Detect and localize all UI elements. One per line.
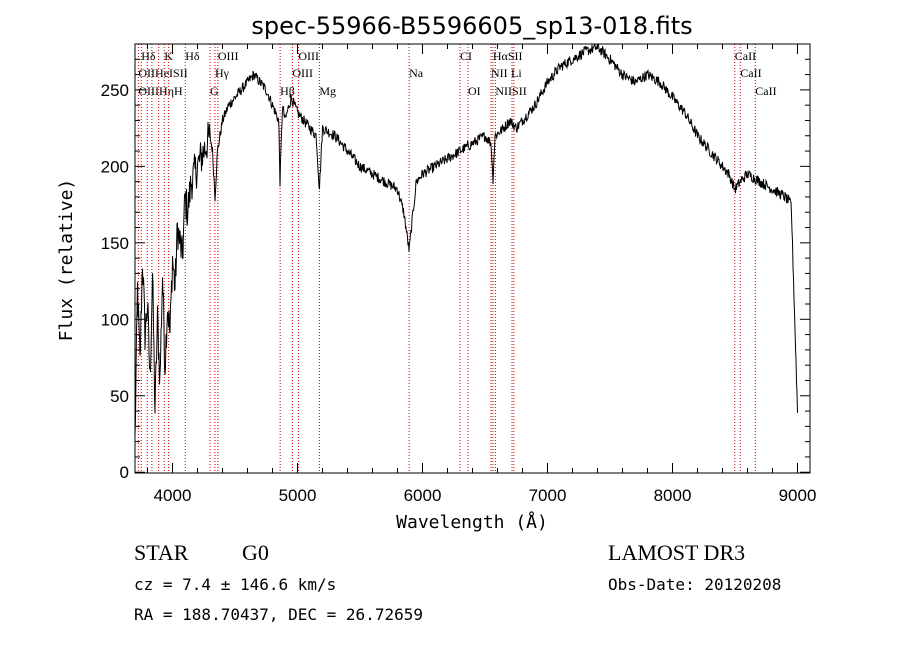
line-label: CI — [460, 49, 472, 63]
y-tick-label: 150 — [101, 234, 129, 253]
x-axis-ticks: 4000 5000 6000 7000 8000 9000 — [147, 44, 817, 505]
spectral-line-labels: Hδ K Hδ OIII OIII CI HαSII CaII OIIHeISII Hγ OIII N… — [138, 49, 776, 98]
line-label: Hγ — [215, 66, 230, 80]
line-label: Hδ — [185, 49, 200, 63]
line-label: Hδ — [141, 49, 156, 63]
line-label: NIISII — [495, 84, 526, 98]
spectral-line-markers — [137, 44, 756, 473]
line-label: Mg — [319, 84, 336, 98]
line-label: OIIIHηH — [138, 84, 183, 98]
line-label: CaII — [740, 66, 761, 80]
plot-frame — [134, 43, 811, 474]
line-label: HαSII — [493, 49, 523, 63]
x-tick-label: 5000 — [279, 486, 317, 505]
line-label: OIIHeISII — [138, 66, 187, 80]
velocity-readout: cz = 7.4 ± 146.6 km/s — [134, 575, 336, 594]
coordinates: RA = 188.70437, DEC = 26.72659 — [134, 605, 423, 624]
obs-date: Obs-Date: 20120208 — [608, 575, 781, 594]
line-label: OIII — [298, 49, 319, 63]
y-tick-label: 0 — [120, 463, 129, 482]
x-tick-label: 4000 — [154, 486, 192, 505]
line-label: Na — [409, 66, 424, 80]
line-label: NII — [491, 66, 508, 80]
y-tick-label: 100 — [101, 310, 129, 329]
x-tick-label: 6000 — [404, 486, 442, 505]
line-label: G — [210, 84, 219, 98]
y-axis-label: Flux (relative) — [56, 179, 77, 342]
y-tick-label: 250 — [101, 81, 129, 100]
x-tick-label: 9000 — [779, 486, 817, 505]
x-tick-label: 7000 — [529, 486, 567, 505]
chart-title: spec-55966-B5596605_sp13-018.fits — [251, 12, 692, 40]
line-label: CaII — [755, 84, 776, 98]
line-label: K — [164, 49, 173, 63]
y-tick-label: 50 — [110, 387, 129, 406]
line-label: CaII — [735, 49, 756, 63]
y-axis-ticks: 0 50 100 150 200 250 — [101, 58, 810, 482]
line-label: OI — [468, 84, 481, 98]
y-tick-label: 200 — [101, 157, 129, 176]
line-label: OIII — [292, 66, 313, 80]
survey-name: LAMOST DR3 — [608, 540, 745, 565]
line-label: Hβ — [280, 84, 295, 98]
line-label: OIII — [218, 49, 239, 63]
subclass: G0 — [242, 540, 269, 565]
x-axis-label: Wavelength (Å) — [396, 511, 548, 533]
object-class: STAR — [134, 540, 189, 565]
spectrum-line — [134, 44, 798, 436]
line-label: Li — [511, 66, 522, 80]
x-tick-label: 8000 — [654, 486, 692, 505]
